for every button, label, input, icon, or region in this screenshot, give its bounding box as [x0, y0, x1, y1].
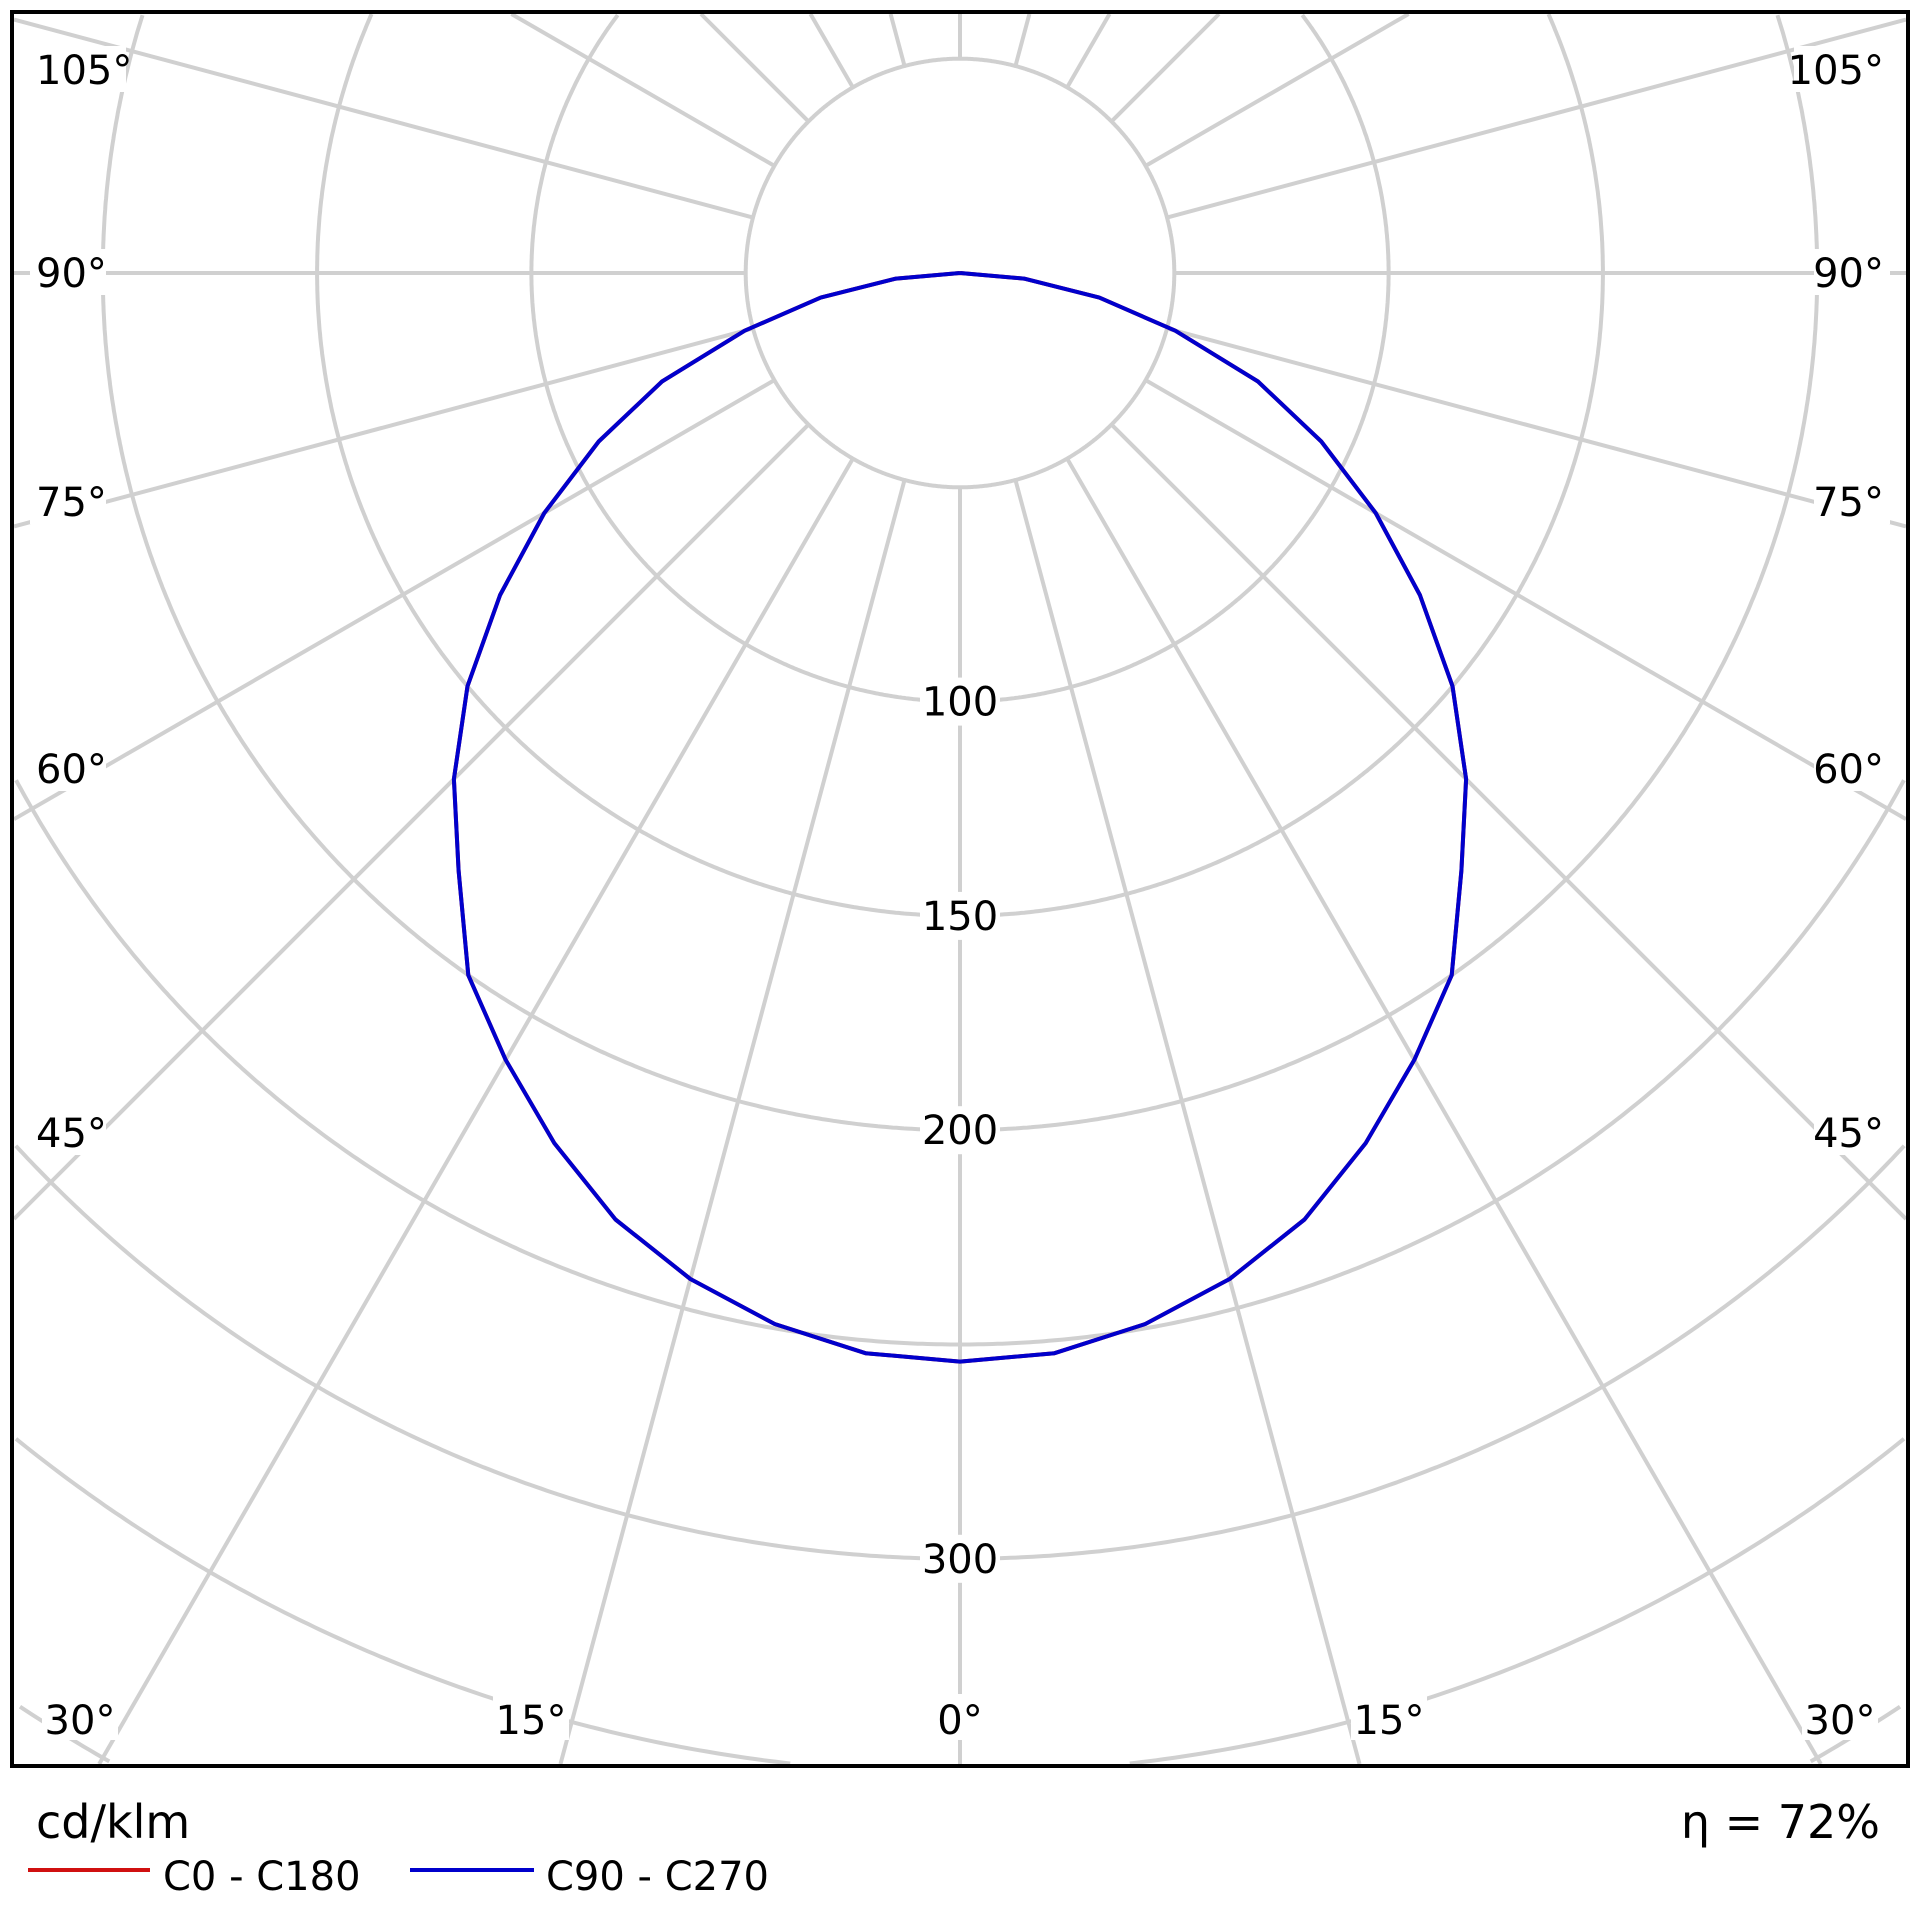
- grid-spoke-135: [699, 12, 810, 123]
- legend-label-c90-c270: C90 - C270: [546, 1854, 769, 1900]
- angle-label-bottom: 0°: [937, 1698, 982, 1744]
- grid-spoke-165: [888, 13, 907, 67]
- angle-label-bottom: 30°: [1805, 1698, 1876, 1744]
- grid-spoke-75: [1166, 326, 1907, 529]
- series-curve-c90-c270: [451, 271, 1469, 1364]
- angle-label-bg: [42, 1694, 118, 1740]
- angle-label-side: 90°: [1813, 251, 1884, 297]
- angle-label-bottom: 15°: [1354, 1698, 1425, 1744]
- grid-spoke-135: [1110, 12, 1221, 123]
- angle-label-side: 105°: [36, 48, 132, 94]
- labels: 100 150 200 300 30° 15° 0° 15° 30° 105° 105° 90° 90°…: [30, 46, 1890, 1744]
- efficiency-label: η = 72%: [1681, 1795, 1880, 1849]
- angle-label-bg: [1814, 745, 1890, 791]
- curves: [451, 271, 1469, 1364]
- angle-label-bottom: 15°: [496, 1698, 567, 1744]
- angle-label-side: 75°: [1813, 480, 1884, 526]
- grid-spoke-15: [1013, 479, 1362, 1765]
- grid-spoke-30: [97, 457, 855, 1765]
- grid-spoke-75: [13, 326, 754, 529]
- grid-ring-100: [529, 13, 1391, 704]
- radial-label-200: 200: [922, 1108, 998, 1154]
- grid-spoke-45: [1110, 423, 1908, 1221]
- grid-spoke-120: [1144, 12, 1410, 168]
- radial-label-100: 100: [922, 680, 998, 726]
- angle-label-side: 60°: [1813, 747, 1884, 793]
- grid-spoke-60: [1144, 378, 1907, 821]
- angle-label-side: 60°: [36, 747, 107, 793]
- radial-label-300: 300: [922, 1537, 998, 1583]
- grid-spoke-45: [12, 423, 810, 1221]
- angle-label-bg: [1794, 46, 1890, 92]
- angle-label-side: 75°: [36, 480, 107, 526]
- grid-spoke-165: [1013, 13, 1032, 67]
- legend: C0 - C180 C90 - C270: [28, 1854, 769, 1900]
- angle-label-bg: [1351, 1694, 1427, 1740]
- radial-label-150: 150: [922, 894, 998, 940]
- angle-label-side: 90°: [36, 251, 107, 297]
- grid-spoke-30: [1065, 457, 1823, 1765]
- angle-label-bg: [30, 46, 126, 92]
- grid-spoke-15: [558, 479, 907, 1765]
- angle-label-side: 45°: [36, 1111, 107, 1157]
- angle-label-bg: [30, 1109, 106, 1155]
- grid-ring-350: [14, 1437, 1906, 1766]
- angle-label-bg: [922, 1694, 998, 1740]
- radial-label-bg: [920, 891, 1000, 940]
- grid-spoke-150: [1065, 13, 1112, 89]
- grid-ring-300: [14, 1144, 1906, 1561]
- grid-spoke-60: [13, 378, 776, 821]
- angle-label-bg: [1814, 1109, 1890, 1155]
- grid-spoke-105: [1166, 17, 1907, 220]
- angle-label-bg: [1814, 249, 1890, 295]
- grid-spoke-105: [13, 17, 754, 220]
- radial-label-bg: [920, 677, 1000, 726]
- grid-ring-150: [315, 13, 1605, 918]
- plot-frame: [10, 10, 1910, 1768]
- grid-spoke-150: [808, 13, 855, 89]
- unit-label: cd/klm: [36, 1795, 190, 1849]
- angle-label-bg: [30, 478, 106, 524]
- legend-label-c0-c180: C0 - C180: [163, 1854, 361, 1900]
- grid: [12, 12, 1908, 1766]
- angle-label-bottom: 30°: [45, 1698, 116, 1744]
- angle-label-bg: [30, 745, 106, 791]
- angle-label-side: 105°: [1788, 48, 1884, 94]
- radial-label-bg: [920, 1106, 1000, 1155]
- angle-label-bg: [493, 1694, 569, 1740]
- grid-spoke-120: [510, 12, 776, 168]
- angle-label-side: 45°: [1813, 1111, 1884, 1157]
- angle-label-bg: [30, 249, 106, 295]
- radial-label-bg: [920, 1534, 1000, 1583]
- angle-label-bg: [1802, 1694, 1878, 1740]
- grid-ring-250: [14, 779, 1906, 1347]
- angle-label-bg: [1814, 478, 1890, 524]
